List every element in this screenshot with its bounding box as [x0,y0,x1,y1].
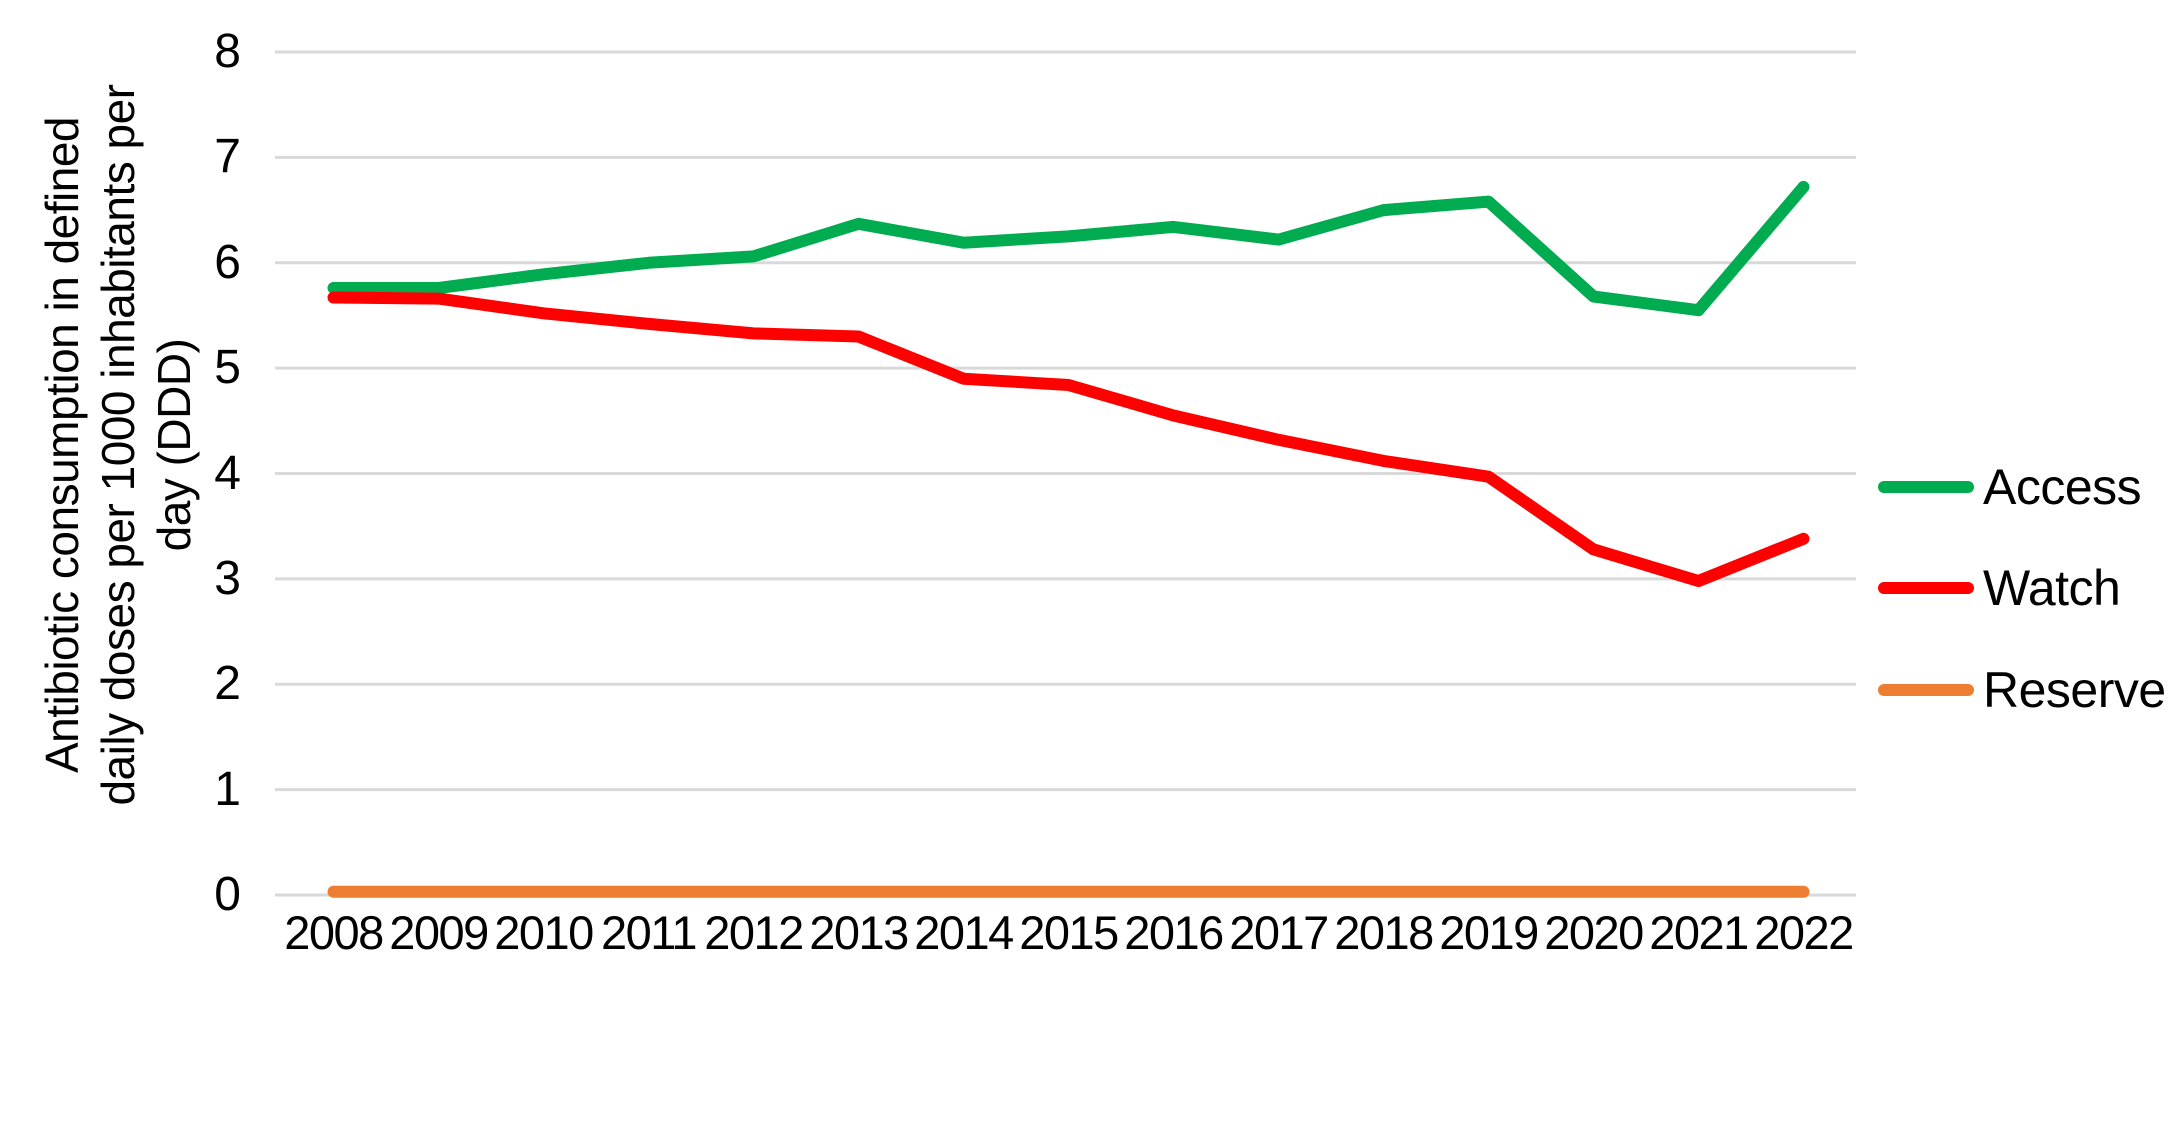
legend-label-reserve: Reserve [1983,662,2166,718]
legend-item-watch: Watch [1878,558,2121,618]
y-tick-label: 0 [214,868,241,921]
x-tick-label: 2019 [1439,906,1539,959]
y-tick-label: 5 [214,341,241,395]
series-line-watch [327,291,1810,587]
x-tick-label: 2016 [1124,906,1224,959]
y-tick-label: 8 [214,25,241,78]
legend-label-watch: Watch [1983,560,2121,616]
y-tick-label: 3 [214,551,241,605]
x-tick-label: 2018 [1334,906,1434,959]
y-tick-label: 6 [214,235,241,289]
x-tick-label: 2011 [600,906,698,959]
y-tick-label: 4 [214,446,241,500]
y-tick-label: 7 [214,130,241,184]
x-tick-label: 2009 [389,906,489,959]
x-tick-label: 2022 [1754,906,1854,959]
legend: Access Watch Reserve [1878,0,2169,1121]
legend-label-access: Access [1983,459,2142,515]
legend-swatch-reserve-line [1878,684,1974,696]
x-tick-label: 2012 [704,906,804,959]
x-tick-label: 2015 [1019,906,1119,959]
x-tick-label: 2020 [1544,906,1644,959]
series-line-access [327,180,1810,317]
x-tick-label: 2014 [914,906,1014,959]
y-tick-label: 2 [214,657,241,711]
legend-item-reserve: Reserve [1878,660,2166,720]
x-tick-label: 2013 [809,906,909,959]
x-tick-label: 2021 [1649,906,1749,959]
legend-swatch-watch-line [1878,582,1974,594]
y-tick-label: 1 [214,762,241,816]
legend-swatch-access-line [1878,481,1974,493]
x-tick-label: 2008 [284,906,384,959]
x-tick-label: 2017 [1229,906,1329,959]
x-tick-label: 2010 [494,906,594,959]
legend-item-access: Access [1878,457,2142,517]
